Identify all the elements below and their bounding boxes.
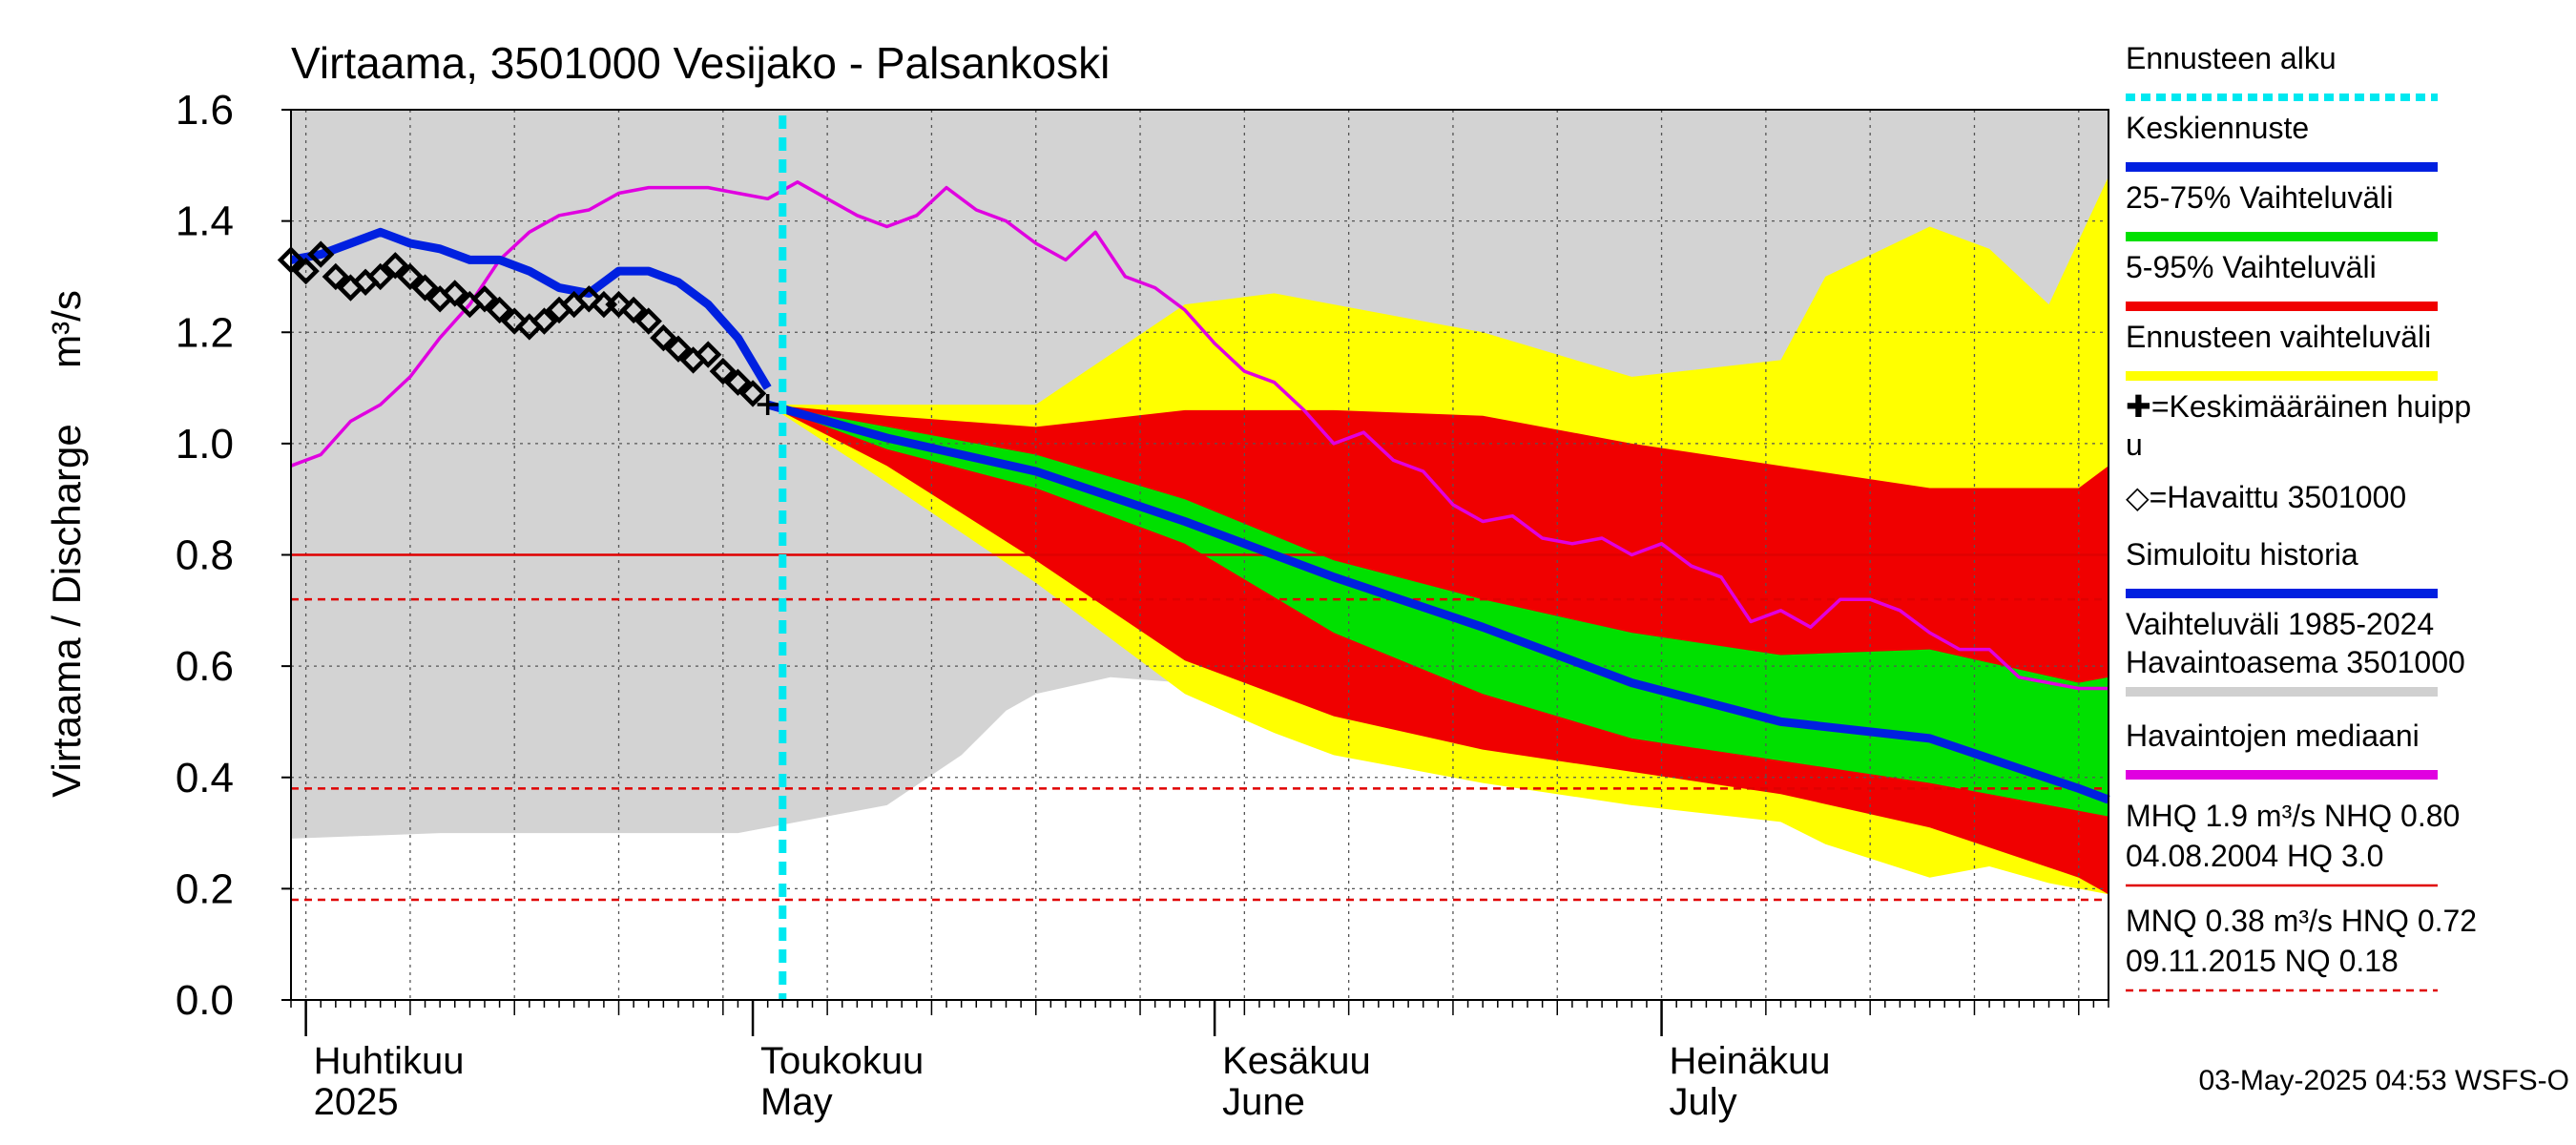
observed-point [530, 307, 558, 335]
x-month-label-fi: Heinäkuu [1670, 1040, 1831, 1082]
mean-forecast-line [766, 400, 2110, 804]
legend-stat-label: 09.11.2015 NQ 0.18 [2126, 944, 2399, 978]
y-tick-label: 1.4 [176, 198, 234, 245]
observed-point [605, 290, 633, 319]
observed-point [575, 285, 603, 313]
legend-label: 5-95% Vaihteluväli [2126, 250, 2377, 284]
legend-label: ◇=Havaittu 3501000 [2126, 480, 2406, 514]
legend-label: Havaintoasema 3501000 [2126, 645, 2465, 679]
legend-label: ✚=Keskimääräinen huipp [2126, 389, 2471, 424]
y-tick-label: 1.2 [176, 309, 234, 356]
x-month-label-en: June [1222, 1081, 1305, 1123]
legend: Ennusteen alku Keskiennuste 25-75% Vaihtel… [2126, 41, 2477, 992]
observed-point [307, 240, 335, 268]
median-line [290, 180, 2109, 691]
observed-point [501, 307, 529, 335]
observed-point [695, 341, 722, 368]
y-tick-label: 0.6 [176, 643, 234, 690]
x-month-label-fi: Huhtikuu [314, 1040, 465, 1082]
observed-point [470, 285, 499, 313]
observed-point [396, 262, 425, 291]
observed-point [664, 335, 693, 363]
y-tick-label: 1.0 [176, 421, 234, 468]
legend-stat-label: MNQ 0.38 m³/s HNQ 0.72 [2126, 904, 2477, 938]
observed-point [366, 262, 394, 291]
observed-point [650, 323, 677, 352]
observed-point [322, 262, 350, 291]
simulated-history-line [290, 227, 772, 390]
observed-point [619, 296, 648, 324]
chart-title: Virtaama, 3501000 Vesijako - Palsankoski [291, 38, 1110, 88]
y-tick-label: 0.4 [176, 755, 234, 802]
legend-label: Ennusteen alku [2126, 41, 2337, 75]
observed-point [486, 296, 513, 324]
y-tick-label: 1.6 [176, 87, 234, 134]
observed-point [634, 307, 662, 335]
legend-label: Ennusteen vaihteluväli [2126, 320, 2431, 354]
y-tick-label: 0.8 [176, 532, 234, 579]
observed-point [738, 380, 767, 407]
y-tick-label: 0.0 [176, 977, 234, 1024]
legend-stat-label: 04.08.2004 HQ 3.0 [2126, 839, 2383, 873]
x-month-label-fi: Toukokuu [760, 1040, 924, 1082]
y-axis-label: Virtaama / Discharge [44, 424, 89, 797]
legend-label: 25-75% Vaihteluväli [2126, 180, 2393, 215]
x-month-label-en: May [760, 1081, 833, 1123]
observed-point [709, 357, 737, 385]
legend-stat-label: MHQ 1.9 m³/s NHQ 0.80 [2126, 799, 2460, 833]
observed-point [382, 252, 409, 280]
legend-label: Havaintojen mediaani [2126, 718, 2420, 753]
footer-timestamp: 03-May-2025 04:53 WSFS-O [2199, 1065, 2570, 1096]
observed-point [292, 257, 320, 285]
observed-point [411, 274, 439, 302]
y-tick-label: 0.2 [176, 865, 234, 912]
legend-label: Keskiennuste [2126, 111, 2309, 145]
legend-label: Vaihteluväli 1985-2024 [2126, 607, 2434, 641]
observed-point [724, 368, 752, 396]
mean-peak-marker [757, 394, 779, 416]
legend-label: u [2126, 427, 2143, 462]
observed-point [441, 280, 468, 307]
y-axis-unit: m³/s [44, 290, 89, 368]
x-month-label-en: 2025 [314, 1081, 399, 1123]
legend-label: Simuloitu historia [2126, 537, 2358, 572]
x-month-label-fi: Kesäkuu [1222, 1040, 1371, 1082]
x-month-label-en: July [1670, 1081, 1737, 1123]
